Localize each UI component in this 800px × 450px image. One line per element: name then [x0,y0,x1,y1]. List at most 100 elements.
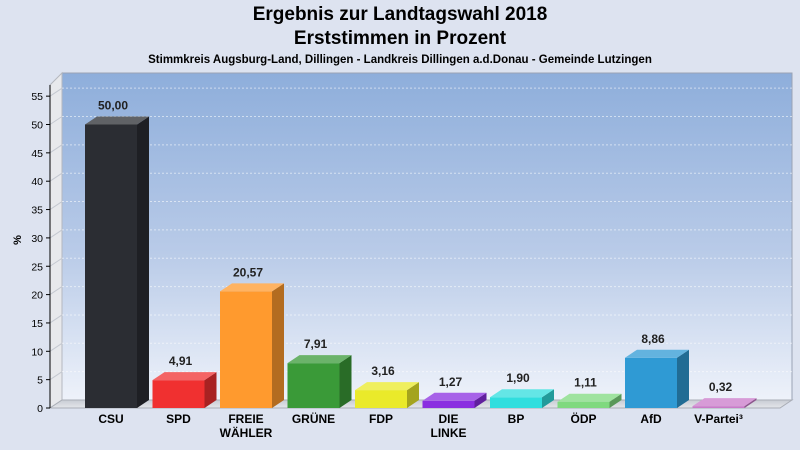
data-label: 20,57 [233,265,263,279]
bar-top [85,116,149,125]
x-tick-label: DIE LINKE [431,412,467,440]
grid-line-side [49,314,63,324]
y-tick-label: 20 [31,290,43,302]
x-tick-label: CSU [98,412,123,426]
x-tick-label-line: BP [508,412,525,426]
bar-top [287,355,352,364]
x-tick-label: AfD [640,412,662,426]
grid-line-side [49,229,63,239]
data-label: 1,90 [506,371,530,385]
bar-front [422,400,475,408]
y-tick-label: 40 [31,176,43,188]
bar-top [692,398,757,407]
grid-line-side [49,286,63,296]
y-tick-label: 0 [37,403,43,415]
bar-side [272,283,284,408]
bar-top [220,283,284,292]
y-tick-label: 15 [31,318,43,330]
x-tick-label: ÖDP [570,411,596,426]
y-axis: 0 5 10 15 20 25 30 35 40 45 50 55 [31,85,51,415]
chart-subtitle: Stimmkreis Augsburg-Land, Dillingen - La… [148,54,652,66]
bar-side [542,389,554,408]
x-tick-label-line: DIE [438,412,458,426]
x-tick-label: SPD [166,412,191,426]
data-label: 3,16 [371,364,395,378]
bars-group: 50,00 4,91 20,57 7,91 3,16 1,27 1,90 1,11 8,86 0,… [85,99,757,408]
plot-back-wall [61,72,793,401]
grid-line-side [49,201,63,210]
bar-side [339,355,352,408]
bar-front [490,397,542,408]
bar-top [625,349,689,358]
data-label: 7,91 [304,337,328,351]
bar-side [744,398,757,408]
bar-side [609,393,622,408]
grid-line-side [49,371,63,381]
x-tick-label: FDP [369,412,393,426]
y-tick-label: 30 [31,233,43,245]
x-tick-label-line: SPD [166,412,191,426]
x-tick-label-line: V-Partei³ [694,412,743,426]
bar-front [692,406,745,408]
bar-side [204,372,217,408]
data-label: 50,00 [98,99,128,113]
bar-spd [152,372,217,408]
bar-csu [85,116,149,408]
bar-side [474,392,487,408]
bar-top [422,392,487,401]
data-label: 1,11 [574,376,597,390]
x-axis-labels: CSU SPD FREIE WÄHLER GRÜNE FDP DIE LINKE BP ÖDP Af… [98,411,743,440]
x-tick-label: FREIE WÄHLER [220,412,273,440]
x-tick-label-line: FREIE [228,412,263,426]
y-tick-label: 10 [31,346,43,358]
x-tick-label: V-Partei³ [694,412,743,426]
bar-ödp [557,393,622,408]
grid-line-side [49,87,63,97]
bar-afd [625,349,689,408]
bar-side [677,349,689,408]
bar-front [220,291,272,408]
data-label: 8,86 [641,332,665,346]
y-tick-label: 50 [31,120,43,132]
y-tick-label: 45 [31,148,43,160]
y-axis-label: % [12,235,24,245]
y-tick-label: 55 [31,91,43,103]
bar-front [557,401,610,408]
data-label: 4,91 [169,354,193,368]
y-tick-label: 35 [31,205,43,217]
data-label: 1,27 [439,375,463,389]
bar-grüne [287,355,352,408]
bar-die-linke [422,392,487,408]
x-tick-label-line: ÖDP [570,411,596,426]
bar-top [152,372,217,381]
bar-side [407,382,419,408]
x-tick-label-line: AfD [640,412,662,426]
bar-top [490,389,554,398]
grid-line-side [49,116,63,125]
bar-fdp [355,382,419,408]
bar-front [287,363,340,408]
grid-line-side [49,172,63,182]
bar-top [557,393,622,402]
bar-v-partei³ [692,398,757,408]
grid-line-side [49,257,63,267]
data-label: 0,32 [709,380,733,394]
x-tick-label: GRÜNE [292,411,335,426]
y-tick-label: 25 [31,261,43,273]
y-tick-label: 5 [37,375,43,387]
bar-front [85,124,137,408]
grid-line-side [49,342,63,352]
bar-front [152,380,205,408]
bar-freie-wähler [220,283,284,408]
x-tick-label-line: WÄHLER [220,425,273,440]
x-tick-label-line: LINKE [431,426,467,440]
bar-front [355,390,407,408]
chart-title-line2: Erststimmen in Prozent [293,28,507,49]
chart-title: Ergebnis zur Landtagswahl 2018 [252,4,548,25]
bar-bp [490,389,554,408]
bar-top [355,382,419,391]
bar-front [625,357,677,408]
bar-side [137,116,149,408]
x-tick-label-line: CSU [98,412,123,426]
